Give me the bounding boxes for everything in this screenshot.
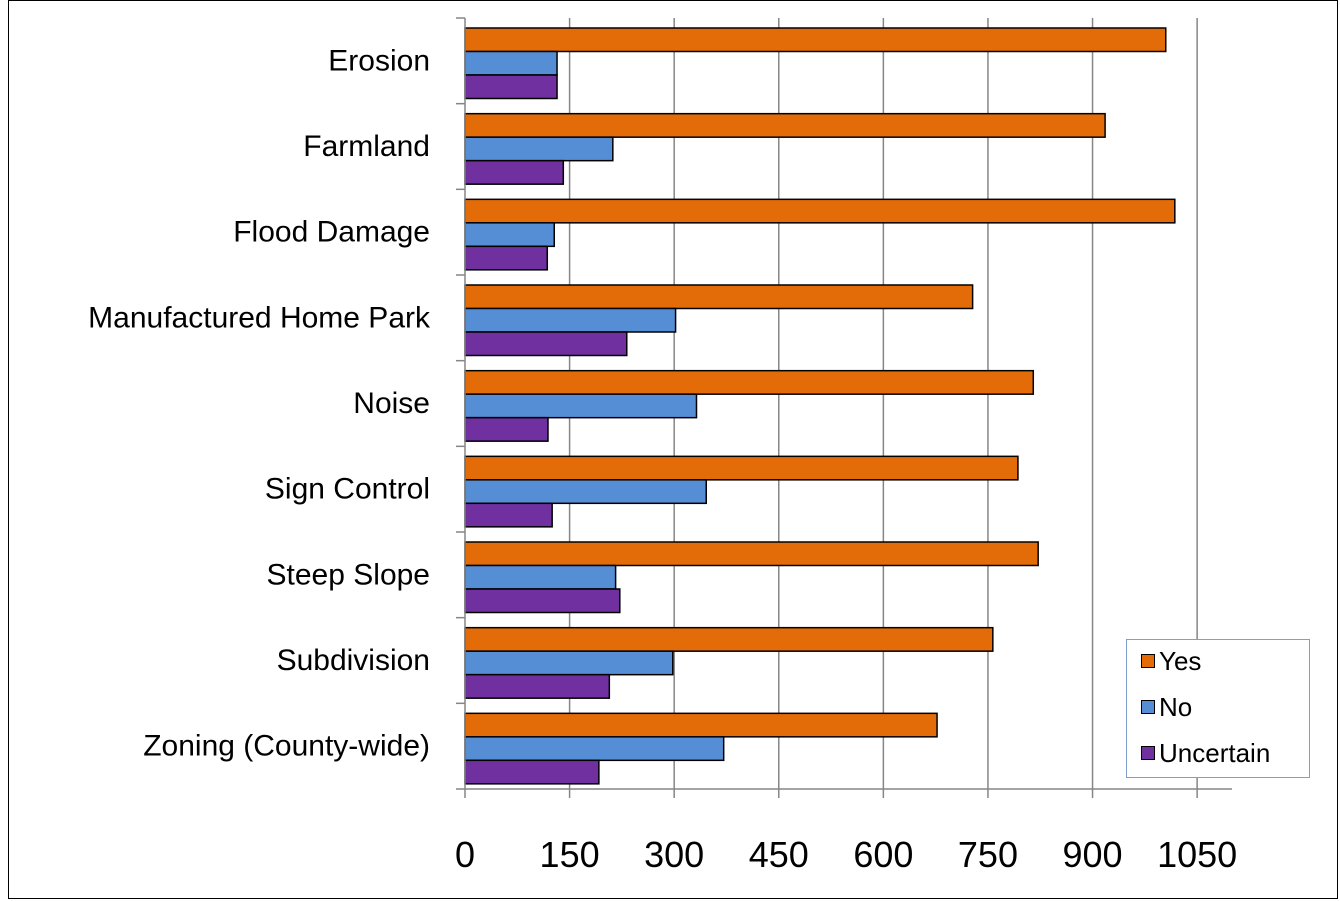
bar-yes-4: [464, 369, 1035, 395]
bar-uncertain-4: [464, 416, 549, 442]
x-tick-label-1050: 1050: [1157, 834, 1237, 875]
bar-no-7: [464, 650, 674, 676]
category-label-4: Noise: [353, 387, 430, 420]
bar-uncertain-7: [464, 673, 611, 699]
bar-uncertain-0: [464, 74, 558, 100]
legend-label-uncertain: Uncertain: [1159, 737, 1271, 768]
category-label-6: Steep Slope: [267, 558, 430, 591]
bar-yes-7: [464, 626, 994, 652]
bar-uncertain-1: [464, 159, 565, 185]
bar-yes-5: [464, 455, 1019, 481]
bar-no-4: [464, 393, 698, 419]
legend-item-no: No: [1141, 692, 1192, 722]
bar-no-1: [464, 136, 614, 162]
bar-uncertain-6: [464, 588, 621, 614]
category-label-8: Zoning (County-wide): [143, 730, 430, 763]
legend-swatch-yes: [1141, 654, 1155, 668]
bar-no-8: [464, 736, 725, 762]
x-tick-label-450: 450: [749, 834, 809, 875]
bar-yes-6: [464, 541, 1039, 567]
x-tick-label-300: 300: [644, 834, 704, 875]
x-tick-label-600: 600: [853, 834, 913, 875]
category-label-1: Farmland: [303, 130, 430, 163]
legend-label-no: No: [1159, 691, 1193, 722]
bar-no-3: [464, 307, 677, 333]
x-tick-label-150: 150: [540, 834, 600, 875]
legend-label-yes: Yes: [1159, 645, 1202, 676]
bar-uncertain-2: [464, 245, 549, 271]
bar-yes-3: [464, 284, 974, 310]
bar-no-0: [464, 50, 558, 76]
x-tick-label-900: 900: [1063, 834, 1123, 875]
legend-swatch-no: [1141, 700, 1155, 714]
bar-uncertain-8: [464, 759, 600, 785]
x-tick-label-0: 0: [455, 834, 475, 875]
x-tick-label-750: 750: [958, 834, 1018, 875]
category-label-2: Flood Damage: [233, 216, 430, 249]
category-label-7: Subdivision: [277, 644, 430, 677]
bar-yes-0: [464, 27, 1167, 53]
bar-no-6: [464, 564, 617, 590]
bar-uncertain-3: [464, 331, 628, 357]
bar-no-5: [464, 479, 708, 505]
bar-yes-8: [464, 712, 938, 738]
legend-swatch-uncertain: [1141, 746, 1155, 760]
legend-item-yes: Yes: [1141, 646, 1201, 676]
bar-yes-2: [464, 198, 1176, 224]
category-label-0: Erosion: [328, 44, 430, 77]
bar-uncertain-5: [464, 502, 553, 528]
category-label-3: Manufactured Home Park: [88, 301, 431, 334]
category-label-5: Sign Control: [265, 473, 430, 506]
bar-yes-1: [464, 112, 1106, 138]
legend-item-uncertain: Uncertain: [1141, 738, 1270, 768]
bar-no-2: [464, 222, 556, 248]
legend: Yes No Uncertain: [1126, 639, 1310, 778]
